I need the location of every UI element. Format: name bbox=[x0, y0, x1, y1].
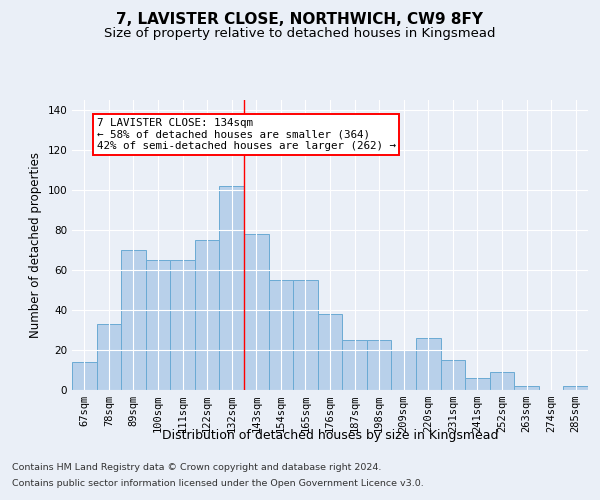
Bar bbox=[269, 280, 293, 390]
Bar bbox=[416, 338, 440, 390]
Text: 7 LAVISTER CLOSE: 134sqm
← 58% of detached houses are smaller (364)
42% of semi-: 7 LAVISTER CLOSE: 134sqm ← 58% of detach… bbox=[97, 118, 395, 151]
Bar bbox=[72, 362, 97, 390]
Bar bbox=[318, 314, 342, 390]
Bar bbox=[195, 240, 220, 390]
Bar bbox=[244, 234, 269, 390]
Bar bbox=[170, 260, 195, 390]
Bar bbox=[440, 360, 465, 390]
Bar bbox=[146, 260, 170, 390]
Bar bbox=[514, 386, 539, 390]
Bar bbox=[97, 324, 121, 390]
Text: Contains public sector information licensed under the Open Government Licence v3: Contains public sector information licen… bbox=[12, 478, 424, 488]
Text: 7, LAVISTER CLOSE, NORTHWICH, CW9 8FY: 7, LAVISTER CLOSE, NORTHWICH, CW9 8FY bbox=[116, 12, 484, 28]
Bar bbox=[293, 280, 318, 390]
Bar bbox=[220, 186, 244, 390]
Bar bbox=[342, 340, 367, 390]
Text: Distribution of detached houses by size in Kingsmead: Distribution of detached houses by size … bbox=[162, 428, 498, 442]
Text: Size of property relative to detached houses in Kingsmead: Size of property relative to detached ho… bbox=[104, 28, 496, 40]
Bar bbox=[490, 372, 514, 390]
Bar bbox=[465, 378, 490, 390]
Text: Contains HM Land Registry data © Crown copyright and database right 2024.: Contains HM Land Registry data © Crown c… bbox=[12, 464, 382, 472]
Bar bbox=[121, 250, 146, 390]
Bar bbox=[367, 340, 391, 390]
Y-axis label: Number of detached properties: Number of detached properties bbox=[29, 152, 42, 338]
Bar bbox=[391, 350, 416, 390]
Bar bbox=[563, 386, 588, 390]
